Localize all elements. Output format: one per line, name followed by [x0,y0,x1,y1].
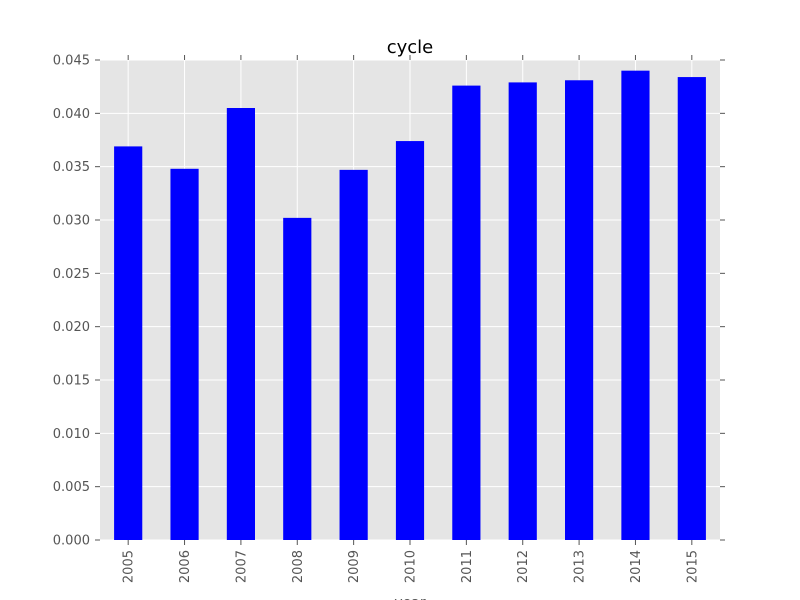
bar-2008 [283,217,312,540]
y-tick-label: 0.040 [53,107,90,122]
bar-2009 [339,169,368,540]
y-tick-label: 0.035 [53,160,90,175]
y-tick-label: 0.000 [53,534,90,549]
bar-2014 [621,70,650,541]
x-tick-label-2005: 2005 [122,550,137,583]
x-axis: 2005 2006 2007 2008 2009 2010 2011 2012 2013 2014… [122,55,700,583]
y-axis: 0.000 0.005 0.010 0.015 0.020 0.025 0.030 0.035… [53,54,725,549]
x-axis-label: year [394,595,425,600]
bar-2007 [226,108,255,540]
bars [114,70,706,541]
x-tick-label-2007: 2007 [234,550,249,583]
x-tick-label-2009: 2009 [347,550,362,583]
x-tick-label-2011: 2011 [460,550,475,583]
x-tick-label-2008: 2008 [291,550,306,583]
y-tick-label: 0.030 [53,214,90,229]
bar-2005 [114,146,143,540]
bar-2006 [170,168,199,541]
chart-title: cycle [387,37,434,58]
y-tick-label: 0.045 [53,54,90,69]
x-tick-label-2006: 2006 [178,550,193,583]
x-tick-label-2015: 2015 [685,550,700,583]
bar-2012 [508,82,537,541]
bar-2011 [452,85,481,540]
x-tick-label-2013: 2013 [573,550,588,583]
y-tick-label: 0.010 [53,427,90,442]
y-tick-label: 0.005 [53,480,90,495]
x-tick-label-2012: 2012 [516,550,531,583]
y-tick-label: 0.025 [53,267,90,282]
x-tick-label-2010: 2010 [404,550,419,583]
y-tick-label: 0.015 [53,374,90,389]
bar-2010 [395,141,425,541]
x-tick-label-2014: 2014 [629,550,644,583]
bar-2015 [677,77,706,541]
bar-2013 [565,80,594,541]
y-tick-label: 0.020 [53,320,90,335]
